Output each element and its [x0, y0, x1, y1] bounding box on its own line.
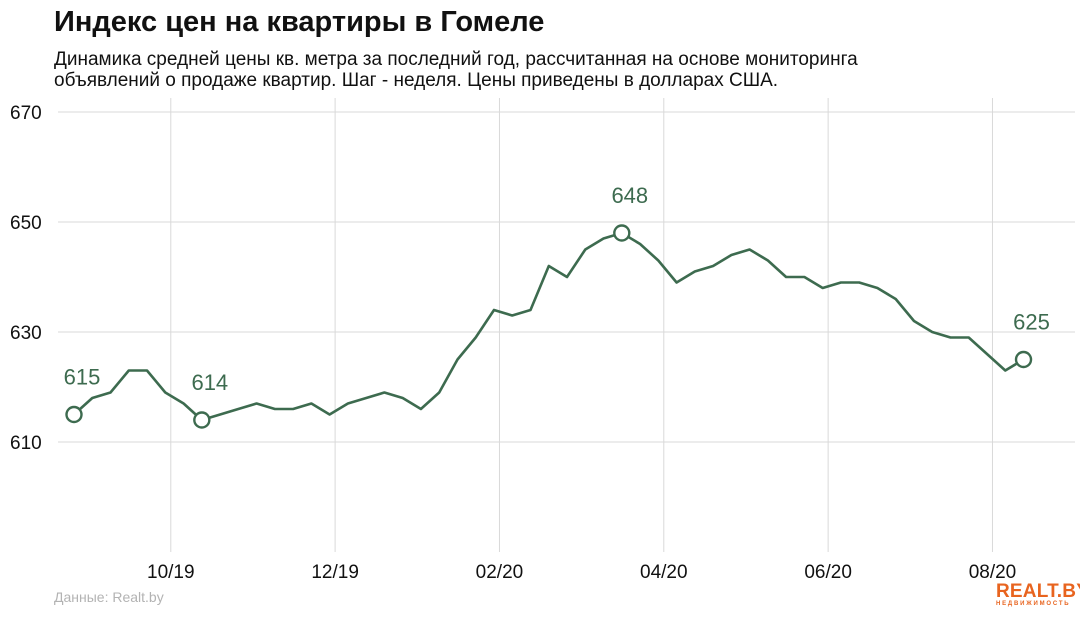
x-tick-label: 08/20 — [969, 562, 1017, 583]
data-label: 614 — [191, 370, 228, 395]
annotated-point — [613, 224, 631, 242]
chart-title: Индекс цен на квартиры в Гомеле — [54, 6, 545, 38]
data-label: 648 — [611, 183, 648, 208]
y-tick-label: 610 — [10, 433, 42, 454]
chart-subtitle: Динамика средней цены кв. метра за после… — [54, 49, 934, 91]
realt-logo: REALT.BY НЕДВИЖИМОСТЬ — [996, 581, 1080, 610]
annotated-point — [193, 411, 211, 429]
subtitle-line-2: объявлений о продаже квартир. Шаг - неде… — [54, 70, 779, 91]
annotated-point — [65, 405, 83, 424]
y-tick-label: 670 — [10, 103, 42, 124]
grid-lines — [58, 98, 1075, 552]
y-axis-ticks: 610 630 650 670 — [10, 103, 42, 454]
x-tick-label: 02/20 — [476, 562, 524, 583]
logo-subtext: НЕДВИЖИМОСТЬ — [996, 601, 1071, 607]
series-layer — [72, 231, 1025, 422]
y-tick-label: 650 — [10, 213, 42, 234]
price-index-line — [72, 231, 1025, 422]
subtitle-line-1: Динамика средней цены кв. метра за после… — [54, 49, 858, 70]
y-tick-label: 630 — [10, 323, 42, 344]
x-tick-label: 06/20 — [804, 562, 852, 583]
data-label: 625 — [1013, 310, 1050, 335]
x-tick-label: 10/19 — [147, 562, 195, 583]
x-axis-ticks: 10/19 12/19 02/20 04/20 06/20 08/20 — [147, 562, 1016, 583]
source-note: Данные: Realt.by — [54, 589, 164, 605]
x-tick-label: 12/19 — [311, 562, 359, 583]
data-label: 615 — [64, 365, 101, 390]
x-tick-label: 04/20 — [640, 562, 688, 583]
annotations-layer: 615 614 648 625 — [64, 183, 1050, 429]
annotated-point — [1014, 350, 1033, 369]
logo-text: REALT.BY — [996, 581, 1080, 602]
